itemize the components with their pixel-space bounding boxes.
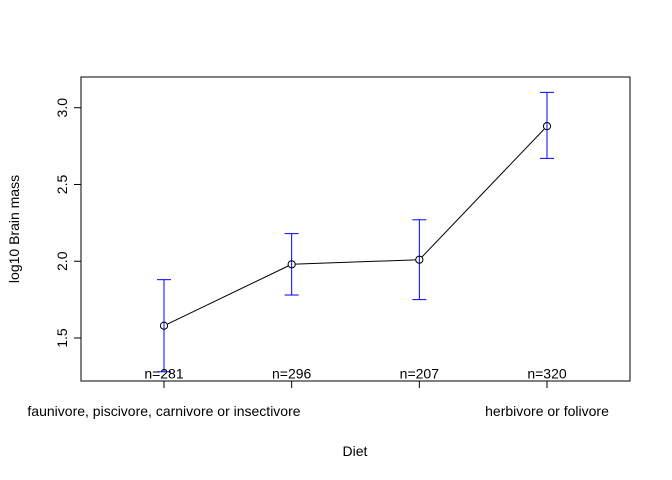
sample-size-label: n=281 bbox=[144, 365, 184, 381]
y-tick-label: 2.5 bbox=[54, 175, 70, 195]
x-tick-label: faunivore, piscivore, carnivore or insec… bbox=[27, 403, 300, 419]
data-point bbox=[287, 260, 296, 269]
plot-frame bbox=[80, 76, 631, 382]
series-line-segment bbox=[295, 259, 416, 265]
x-axis: faunivore, piscivore, carnivore or insec… bbox=[27, 381, 609, 419]
y-axis: 1.5 2.0 2.5 3.0 bbox=[54, 98, 81, 348]
error-bars bbox=[156, 91, 555, 373]
series-group bbox=[159, 122, 552, 330]
annotations: n=281 n=296 n=207 n=320 bbox=[144, 365, 567, 381]
data-point bbox=[159, 321, 169, 330]
series-line-segment bbox=[167, 265, 289, 325]
y-tick-label: 3.0 bbox=[54, 98, 70, 118]
x-axis-label: Diet bbox=[343, 443, 368, 459]
data-point bbox=[415, 255, 424, 264]
y-tick-label: 1.5 bbox=[54, 328, 70, 348]
sample-size-label: n=320 bbox=[527, 365, 567, 381]
x-tick-label: herbivore or folivore bbox=[485, 403, 609, 419]
data-point bbox=[542, 122, 552, 131]
y-tick-label: 2.0 bbox=[54, 251, 70, 271]
sample-size-label: n=207 bbox=[400, 365, 440, 381]
sample-size-label: n=296 bbox=[272, 365, 312, 381]
y-axis-label: log10 Brain mass bbox=[6, 175, 22, 283]
series-line-segment bbox=[421, 128, 545, 258]
